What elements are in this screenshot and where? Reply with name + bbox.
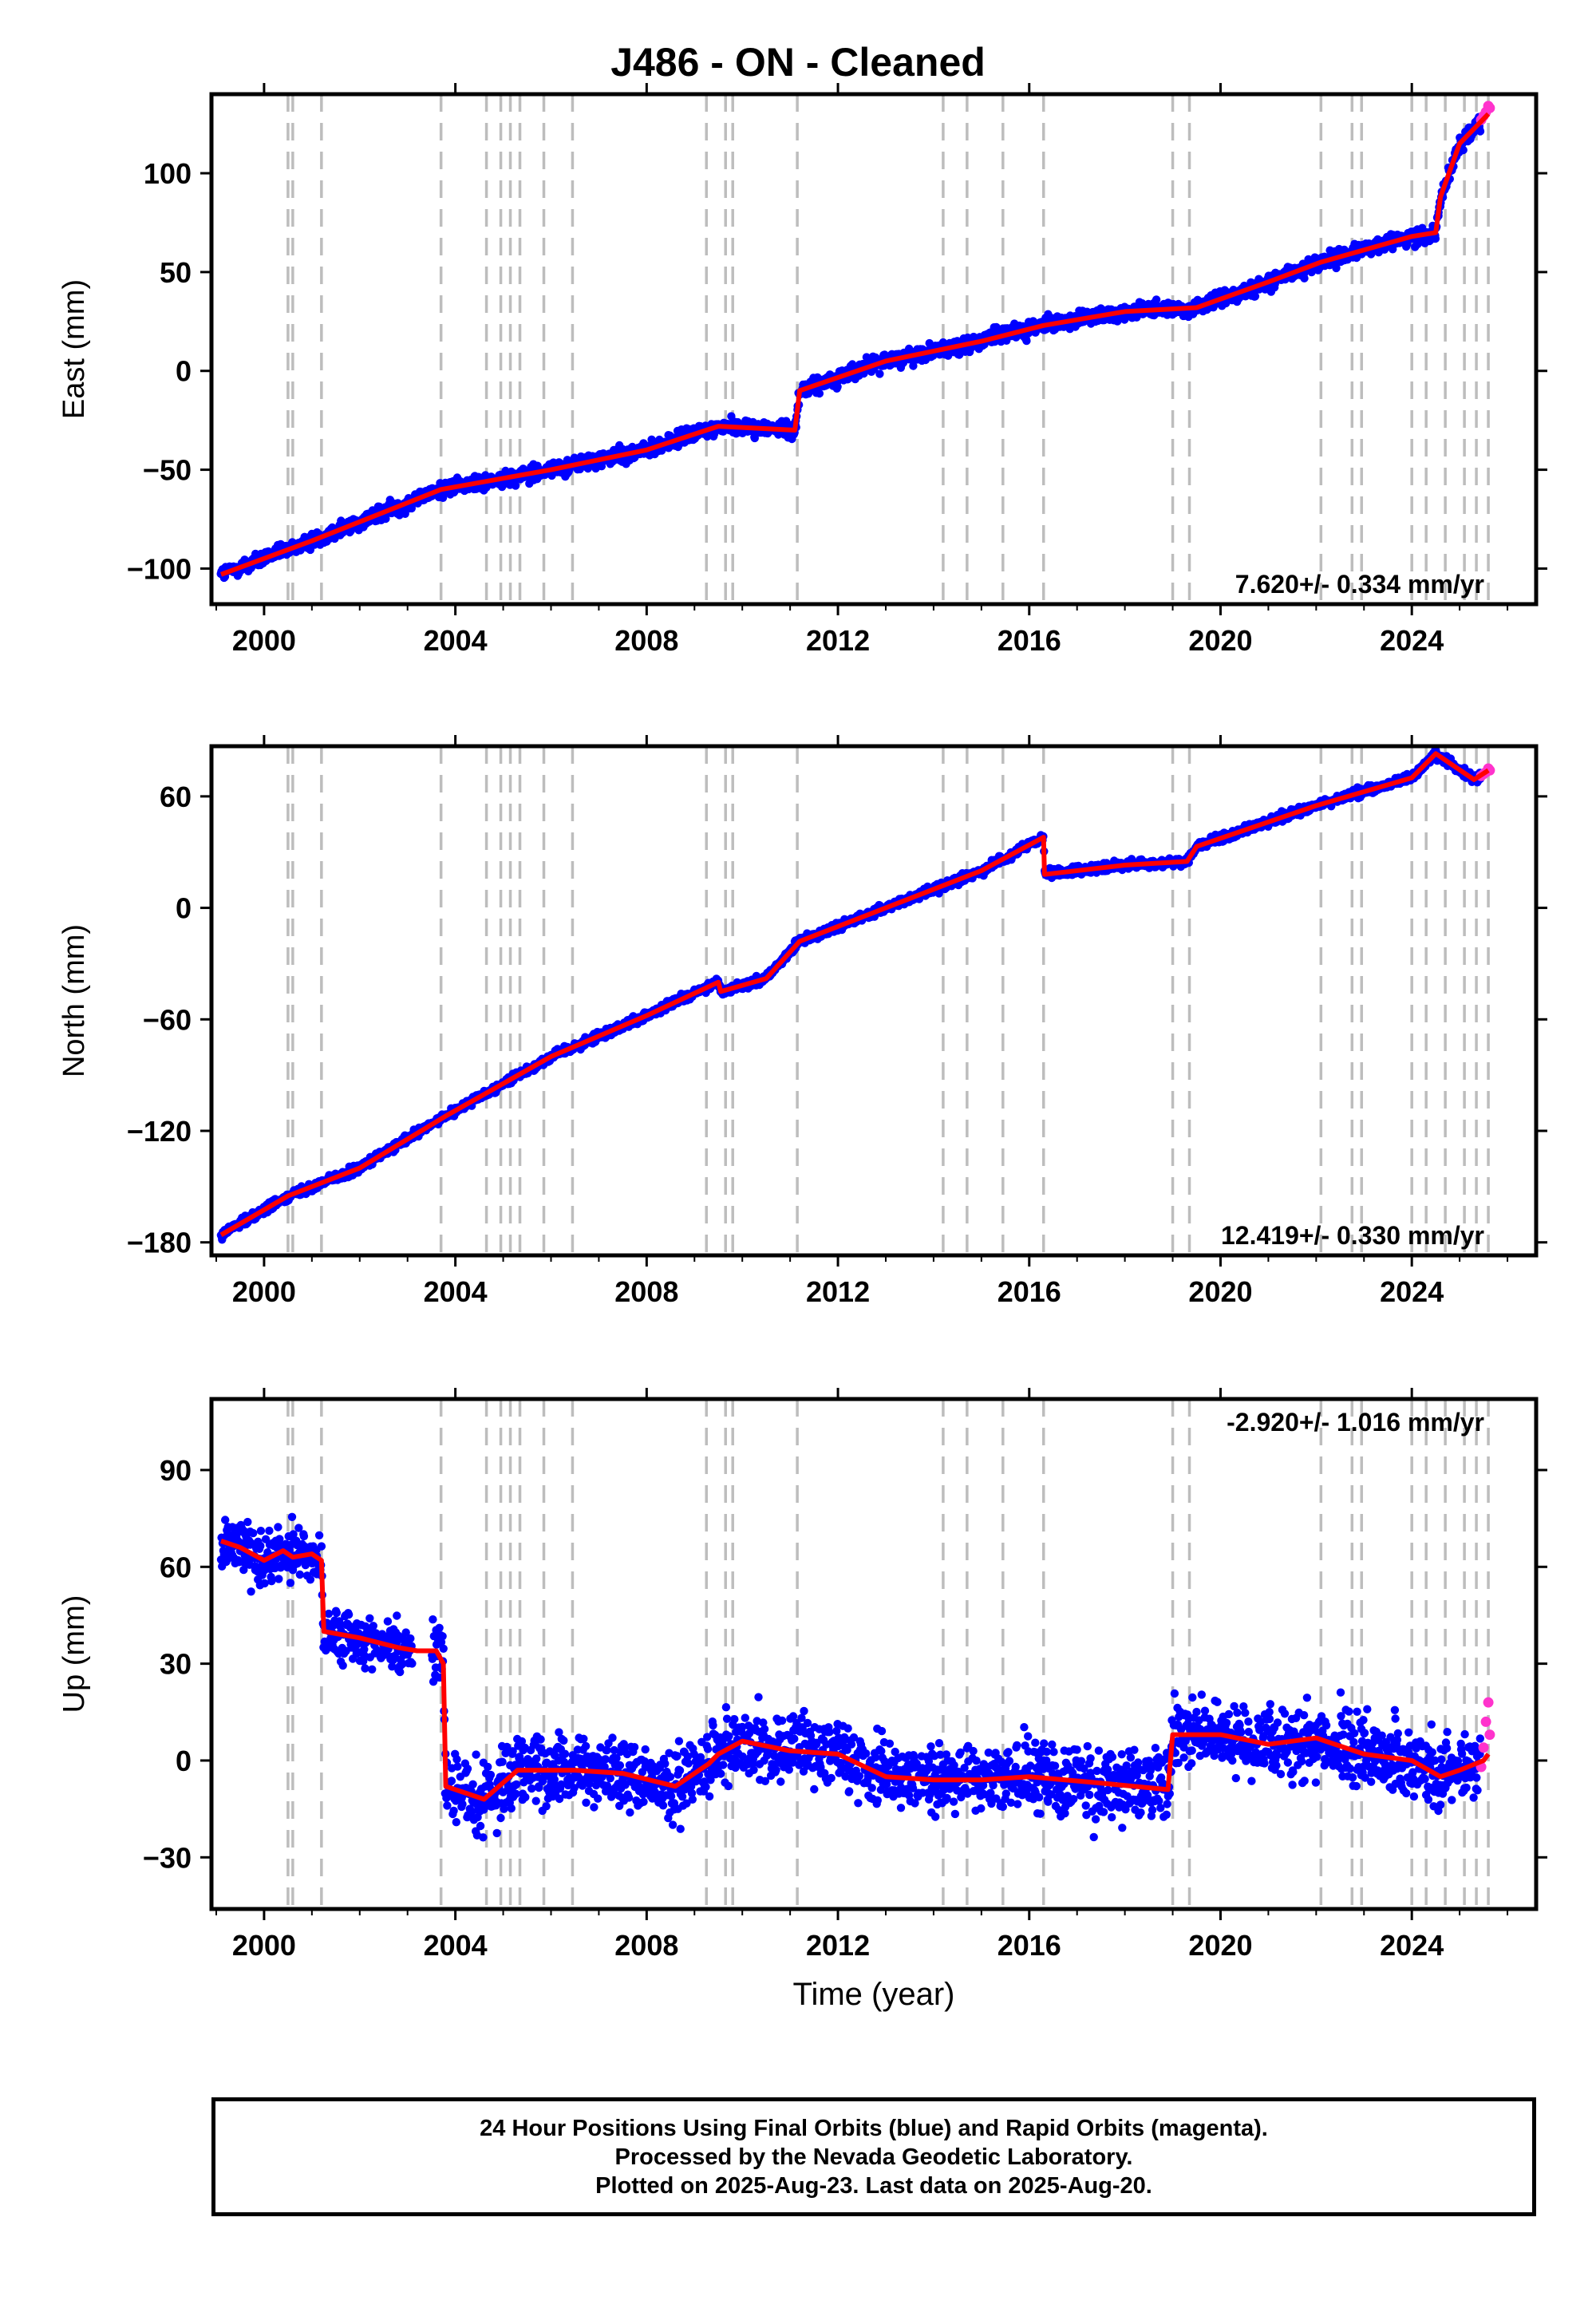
final-orbit-point bbox=[815, 389, 824, 398]
final-orbit-points bbox=[216, 113, 1485, 583]
plot-area bbox=[216, 746, 1495, 1255]
y-axis-label: East (mm) bbox=[57, 279, 91, 419]
x-tick-label: 2008 bbox=[614, 1275, 678, 1308]
x-tick-label: 2020 bbox=[1188, 624, 1252, 657]
panel-1: 2000 2004 2008 2012 2016 2020 2024 −100 −50 0 50 10… bbox=[57, 83, 1547, 657]
x-tick-label: 2012 bbox=[806, 1275, 870, 1308]
x-tick-label: 2012 bbox=[806, 624, 870, 657]
x-tick-label: 2024 bbox=[1380, 624, 1444, 657]
final-orbit-point bbox=[833, 382, 842, 391]
y-tick-label: 0 bbox=[176, 355, 192, 388]
final-orbit-point bbox=[1300, 274, 1309, 283]
final-orbit-point bbox=[1459, 145, 1468, 155]
final-orbit-point bbox=[1250, 292, 1260, 301]
x-tick-label: 2004 bbox=[424, 1275, 488, 1308]
x-tick-label: 2016 bbox=[998, 1275, 1061, 1308]
y-tick-label: −100 bbox=[127, 552, 192, 585]
model-line bbox=[219, 112, 1491, 577]
x-tick-label: 2016 bbox=[998, 624, 1061, 657]
x-tick-label: 2000 bbox=[232, 1275, 296, 1308]
x-tick-label: 2008 bbox=[614, 624, 678, 657]
rate-label: 7.620+/- 0.334 mm/yr bbox=[1235, 570, 1484, 599]
x-tick-label: 2004 bbox=[424, 624, 488, 657]
final-orbit-point bbox=[1332, 263, 1341, 273]
final-orbit-point bbox=[909, 362, 918, 370]
final-orbit-point bbox=[1431, 234, 1440, 243]
final-orbit-point bbox=[750, 433, 759, 443]
final-orbit-point bbox=[1022, 336, 1031, 346]
x-tick-label: 2000 bbox=[232, 624, 296, 657]
y-tick-label: 100 bbox=[144, 157, 192, 190]
y-tick-label: 50 bbox=[160, 256, 192, 289]
final-orbit-point bbox=[1152, 295, 1161, 304]
final-orbit-point bbox=[511, 481, 520, 490]
plot-area bbox=[216, 94, 1495, 604]
plot-frame bbox=[209, 744, 1539, 1258]
final-orbit-point bbox=[875, 370, 884, 378]
final-orbit-point bbox=[1476, 127, 1485, 136]
x-tick-label: 2024 bbox=[1380, 1275, 1444, 1308]
panel-2: 2000 2004 2008 2012 2016 2020 2024−180−120−600… bbox=[57, 735, 1547, 1308]
final-orbit-points bbox=[216, 746, 1485, 1244]
rapid-orbit-point bbox=[1484, 102, 1495, 113]
model-line bbox=[219, 751, 1490, 1237]
figure: 2000 2004 2008 2012 2016 2020 2024 −100 −50 0 50 10… bbox=[57, 83, 1547, 2012]
plot-frame bbox=[209, 92, 1539, 607]
y-tick-label: −180 bbox=[127, 1227, 192, 1259]
x-tick-label: 2020 bbox=[1188, 1275, 1252, 1308]
page-title: J486 - ON - Cleaned bbox=[610, 40, 986, 85]
y-tick-label: −50 bbox=[143, 454, 192, 487]
